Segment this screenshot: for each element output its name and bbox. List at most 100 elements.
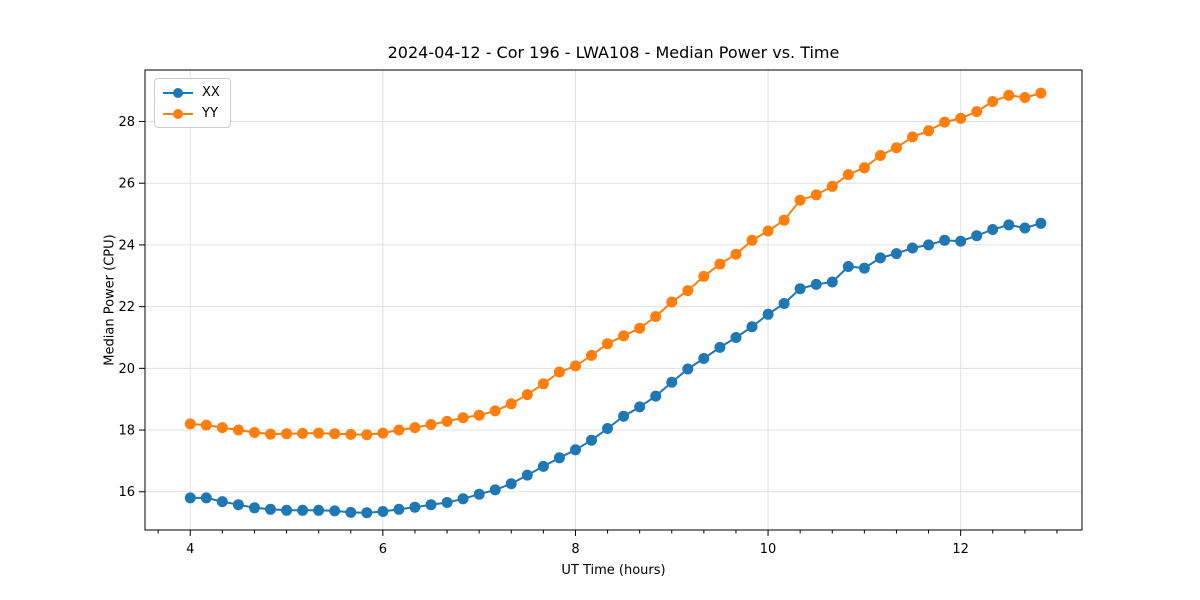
xx-data-point bbox=[907, 242, 918, 254]
yy-data-point bbox=[329, 428, 341, 440]
xx-series bbox=[184, 217, 1047, 519]
xx-data-point bbox=[923, 239, 935, 251]
xx-data-point bbox=[537, 460, 549, 472]
xx-data-point bbox=[521, 469, 533, 481]
xx-data-point bbox=[682, 363, 694, 375]
yy-data-point bbox=[184, 418, 196, 430]
xx-data-point bbox=[441, 497, 453, 508]
yy-data-point bbox=[955, 112, 967, 124]
yy-data-point bbox=[666, 296, 678, 308]
gridlines bbox=[145, 70, 1082, 530]
xx-data-point bbox=[971, 230, 983, 242]
legend-label-yy: YY bbox=[202, 106, 218, 121]
xx-data-point bbox=[473, 488, 485, 500]
xx-data-point bbox=[987, 224, 999, 235]
xx-data-point bbox=[297, 504, 309, 516]
yy-data-point bbox=[826, 180, 838, 192]
xx-data-point bbox=[361, 507, 373, 519]
xx-data-point bbox=[377, 506, 389, 517]
y-tick-label: 24 bbox=[118, 238, 135, 253]
yy-data-point bbox=[441, 415, 453, 427]
y-tick-label: 18 bbox=[118, 424, 135, 439]
xx-data-point bbox=[184, 492, 196, 504]
legend-item-yy: YY bbox=[162, 104, 220, 123]
yy-data-point bbox=[232, 424, 244, 436]
xx-data-point bbox=[281, 504, 293, 516]
yy-data-point bbox=[345, 428, 357, 440]
xx-data-point bbox=[216, 496, 228, 508]
xx-data-point bbox=[1019, 222, 1031, 234]
xx-data-point bbox=[232, 499, 244, 511]
axis-ticks bbox=[139, 121, 1058, 536]
xx-data-point bbox=[634, 401, 646, 413]
yy-data-point bbox=[586, 349, 597, 361]
xx-data-point bbox=[858, 262, 870, 274]
x-tick-label: 8 bbox=[571, 542, 579, 557]
xx-data-point bbox=[746, 321, 758, 333]
yy-data-point bbox=[778, 214, 790, 226]
xx-data-point bbox=[842, 261, 854, 272]
xx-data-point bbox=[457, 493, 469, 505]
xx-data-point bbox=[730, 332, 742, 343]
xx-data-point bbox=[955, 235, 967, 247]
y-tick-label: 16 bbox=[118, 485, 135, 500]
x-tick-label: 6 bbox=[379, 542, 387, 557]
xx-data-point bbox=[714, 341, 726, 353]
yy-data-point bbox=[714, 258, 726, 270]
legend: XX YY bbox=[154, 78, 231, 128]
x-tick-label: 10 bbox=[760, 542, 777, 557]
yy-data-point bbox=[216, 422, 228, 434]
xx-data-point bbox=[650, 390, 662, 402]
chart-title: 2024-04-12 - Cor 196 - LWA108 - Median P… bbox=[387, 43, 840, 62]
yy-data-point bbox=[1035, 87, 1047, 99]
xx-data-point bbox=[200, 492, 212, 504]
xx-data-point bbox=[778, 298, 790, 309]
tick-labels: 4 6 8 10 12 16 18 20 22 24 26 28 bbox=[118, 115, 968, 557]
yy-data-point bbox=[1003, 89, 1015, 101]
yy-data-point bbox=[505, 398, 517, 410]
y-tick-label: 28 bbox=[118, 115, 135, 130]
yy-data-point bbox=[537, 378, 549, 390]
yy-data-point bbox=[313, 427, 325, 439]
xx-data-point bbox=[602, 423, 613, 434]
xx-data-point bbox=[698, 353, 710, 364]
xx-data-point bbox=[618, 410, 630, 422]
xx-data-point bbox=[329, 505, 341, 517]
yy-data-point bbox=[730, 248, 742, 260]
xx-data-point bbox=[810, 278, 822, 290]
yy-data-point bbox=[939, 116, 951, 128]
yy-data-point bbox=[1019, 92, 1031, 103]
xx-data-point bbox=[553, 452, 565, 464]
yy-data-point bbox=[457, 412, 469, 424]
yy-data-point bbox=[762, 225, 774, 237]
yy-data-point bbox=[810, 189, 822, 201]
yy-data-point bbox=[634, 322, 646, 334]
xx-data-point bbox=[570, 444, 581, 456]
yy-data-point bbox=[377, 427, 389, 439]
xx-data-point bbox=[345, 506, 357, 518]
yy-line bbox=[190, 92, 1042, 436]
yy-data-point bbox=[473, 409, 485, 421]
xx-data-point bbox=[794, 283, 806, 295]
xx-data-point bbox=[313, 504, 325, 516]
yy-series bbox=[184, 87, 1047, 441]
xx-data-point bbox=[939, 234, 951, 246]
xx-line-marker-icon bbox=[163, 87, 193, 98]
yy-data-point bbox=[682, 285, 694, 297]
yy-line-marker-icon bbox=[163, 108, 193, 119]
xx-data-point bbox=[505, 478, 517, 490]
yy-data-point bbox=[842, 169, 854, 181]
yy-data-point bbox=[265, 428, 276, 440]
legend-item-xx: XX bbox=[162, 83, 220, 102]
y-tick-label: 22 bbox=[118, 300, 135, 315]
yy-data-point bbox=[361, 429, 373, 441]
yy-data-point bbox=[393, 424, 405, 436]
xx-data-point bbox=[762, 308, 774, 320]
yy-data-point bbox=[858, 162, 870, 174]
yy-data-point bbox=[874, 150, 886, 161]
legend-label-xx: XX bbox=[202, 85, 220, 100]
yy-data-point bbox=[200, 419, 212, 431]
yy-data-point bbox=[570, 360, 581, 372]
